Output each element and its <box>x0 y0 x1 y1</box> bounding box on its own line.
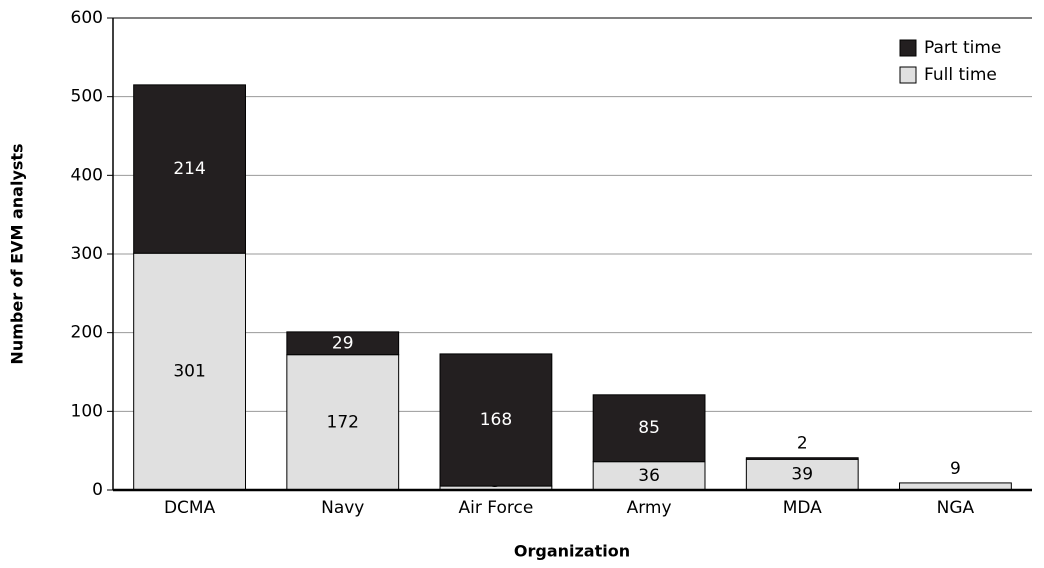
bar-segment <box>133 252 246 491</box>
x-tick-label: Navy <box>321 498 364 518</box>
legend-label: Full time <box>924 65 997 85</box>
bar-segment <box>286 331 400 356</box>
bar-segment <box>439 353 553 487</box>
y-tick-label: 300 <box>71 244 103 264</box>
bar-segment <box>745 458 859 491</box>
data-label: 172 <box>327 412 359 432</box>
y-tick-label: 600 <box>71 8 103 28</box>
y-tick-label: 100 <box>71 401 103 421</box>
data-label: 85 <box>638 418 660 438</box>
y-tick-label: 400 <box>71 165 103 185</box>
x-axis-label: Organization <box>514 542 630 561</box>
data-label: 214 <box>173 159 205 179</box>
legend-label: Part time <box>924 38 1001 58</box>
data-label: 168 <box>480 410 512 430</box>
bar-segment <box>592 394 706 463</box>
bar-segment <box>592 461 706 491</box>
data-label: 2 <box>797 434 808 454</box>
x-tick-label: DCMA <box>164 498 216 518</box>
bar-segment <box>133 84 246 254</box>
data-label: 9 <box>950 459 961 479</box>
data-label: 39 <box>791 465 813 485</box>
legend-swatch <box>899 39 917 57</box>
data-label: 36 <box>638 466 660 486</box>
y-tick-label: 500 <box>71 87 103 107</box>
bar-segment <box>745 457 859 460</box>
data-label: 301 <box>173 362 205 382</box>
y-tick-label: 0 <box>92 480 103 500</box>
y-tick-label: 200 <box>71 323 103 343</box>
x-tick-label: Army <box>627 498 672 518</box>
legend-swatch <box>899 66 917 84</box>
data-label: 29 <box>332 333 354 353</box>
x-tick-label: MDA <box>783 498 822 518</box>
y-axis-label: Number of EVM analysts <box>8 143 27 364</box>
x-tick-label: Air Force <box>459 498 534 518</box>
bar-segment <box>286 354 400 491</box>
x-tick-label: NGA <box>937 498 975 518</box>
